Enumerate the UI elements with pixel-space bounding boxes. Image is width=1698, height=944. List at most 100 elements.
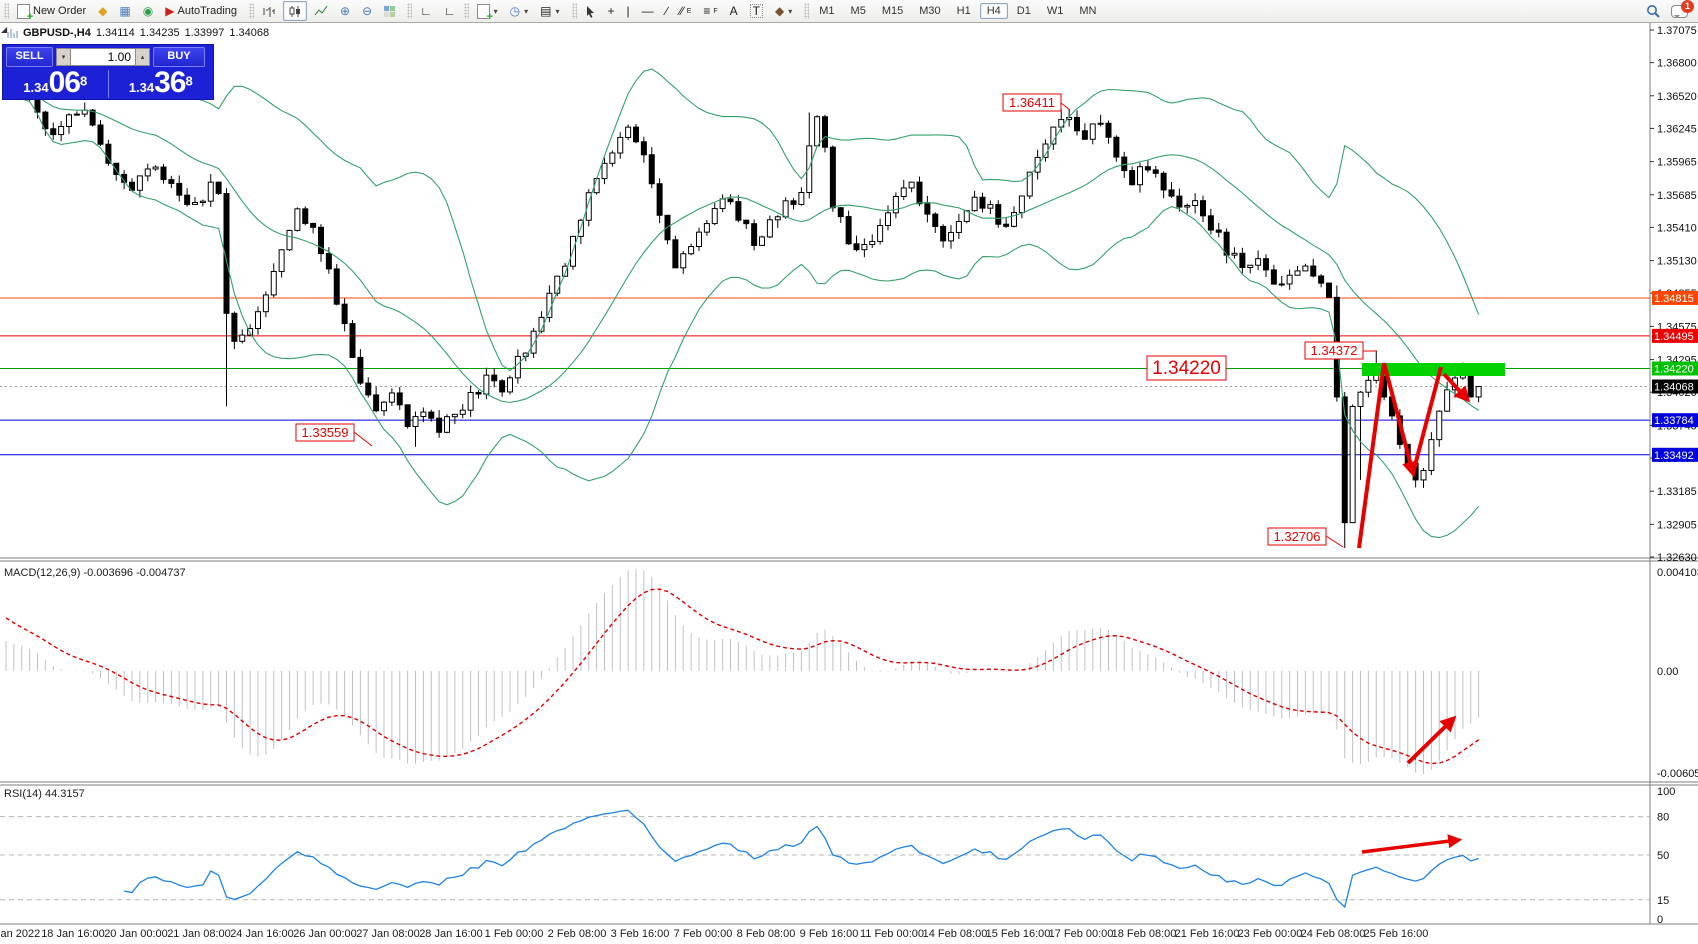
ohlc-open: 1.34114 bbox=[95, 27, 135, 39]
new-order-label: New Order bbox=[33, 5, 87, 17]
bar-chart-type-button[interactable] bbox=[257, 1, 281, 21]
text-tool-button[interactable]: A bbox=[725, 1, 743, 21]
zoom-out-icon: ⊖ bbox=[362, 4, 373, 18]
toolbar-drag-handle[interactable] bbox=[4, 3, 9, 19]
drawn-arrows[interactable] bbox=[1357, 362, 1471, 854]
one-click-trading-widget: SELL ▾ ▴ BUY 1.34068 1.34368 bbox=[2, 44, 214, 100]
svg-text:3 Feb 16:00: 3 Feb 16:00 bbox=[611, 928, 670, 940]
timeframe-toolbar: M1 M5 M15 M30 H1 H4 D1 W1 MN bbox=[800, 0, 1106, 22]
zoom-in-button[interactable]: ⊕ bbox=[335, 1, 355, 21]
bollinger-middle-band[interactable] bbox=[13, 90, 1479, 411]
trendline-tool-button[interactable]: ∕ bbox=[661, 1, 673, 21]
periods-button[interactable]: ◷ ▾ bbox=[505, 1, 534, 21]
search-icon[interactable] bbox=[1646, 4, 1661, 19]
timeframe-button-m30[interactable]: M30 bbox=[919, 5, 941, 17]
market-watch-button[interactable]: ◆ bbox=[93, 1, 112, 21]
panel-separators bbox=[0, 23, 1698, 925]
bollinger-lower-band[interactable] bbox=[13, 97, 1480, 539]
price-badge-1.33784: 1.33784 bbox=[1654, 415, 1694, 427]
svg-text:1.33559: 1.33559 bbox=[302, 425, 349, 440]
text-label-tool-button[interactable]: T bbox=[745, 1, 768, 21]
timeframe-button-d1[interactable]: D1 bbox=[1016, 5, 1031, 17]
ohlc-high: 1.34235 bbox=[139, 27, 180, 39]
svg-text:0.004103: 0.004103 bbox=[1657, 567, 1698, 579]
timeframe-button-m1[interactable]: M1 bbox=[819, 5, 835, 17]
macd-signal-line bbox=[5, 588, 1480, 765]
symbol-name: GBPUSD-,H4 bbox=[23, 27, 91, 39]
vertical-line-tool-button[interactable]: | bbox=[622, 1, 635, 21]
sell-price[interactable]: 1.34068 bbox=[23, 66, 88, 99]
line-chart-type-button[interactable] bbox=[309, 1, 333, 21]
timeframe-button-h1[interactable]: H1 bbox=[956, 5, 971, 17]
rsi-line bbox=[123, 809, 1479, 909]
fibonacci-tool-button[interactable]: ≡ F bbox=[703, 4, 718, 18]
cursor-tool-button[interactable] bbox=[580, 1, 601, 21]
notifications-chat-icon[interactable]: 1 bbox=[1671, 0, 1694, 18]
indicators-button[interactable]: + ▾ bbox=[472, 1, 503, 22]
toolbar-drag-handle[interactable] bbox=[249, 3, 255, 19]
svg-text:0.00: 0.00 bbox=[1657, 666, 1678, 678]
gold-icon: ◆ bbox=[98, 4, 108, 18]
toolbar-drag-handle[interactable] bbox=[407, 3, 413, 19]
crosshair-tool-button[interactable]: + bbox=[603, 1, 620, 21]
timeframe-button-m15[interactable]: M15 bbox=[881, 5, 904, 17]
svg-text:28 Jan 16:00: 28 Jan 16:00 bbox=[419, 928, 483, 940]
svg-text:7 Feb 00:00: 7 Feb 00:00 bbox=[674, 928, 733, 940]
volume-increase-button[interactable]: ▴ bbox=[135, 48, 150, 66]
svg-text:1.32630: 1.32630 bbox=[1657, 552, 1697, 564]
svg-text:1.32706: 1.32706 bbox=[1274, 529, 1321, 544]
bollinger-upper-band[interactable] bbox=[13, 65, 1480, 372]
green-highlight-zone[interactable] bbox=[1362, 363, 1505, 376]
svg-text:1.35965: 1.35965 bbox=[1657, 157, 1697, 169]
auto-arrange-button[interactable]: ∟ bbox=[415, 1, 437, 21]
candlestick-icon bbox=[289, 5, 301, 17]
chart-shift-button[interactable]: ∟ bbox=[439, 1, 461, 21]
svg-text:25 Feb 16:00: 25 Feb 16:00 bbox=[1364, 928, 1429, 940]
arrows-tool-button[interactable]: ◆ ▾ bbox=[770, 1, 797, 21]
toolbar-drag-handle[interactable] bbox=[463, 3, 469, 19]
price-arrow bbox=[1411, 366, 1443, 474]
volume-decrease-button[interactable]: ▾ bbox=[56, 48, 71, 66]
rsi-panel: RSI(14) 44.3157 100 80 50 15 0 bbox=[0, 786, 1675, 926]
notification-badge: 1 bbox=[1681, 0, 1694, 13]
volume-input[interactable] bbox=[71, 48, 135, 66]
timeframe-button-h4[interactable]: H4 bbox=[979, 3, 1008, 19]
toolbar-drag-handle[interactable] bbox=[571, 3, 577, 19]
horizontal-line-tool-button[interactable]: — bbox=[637, 1, 659, 21]
price-arrow bbox=[1382, 362, 1418, 478]
svg-text:100: 100 bbox=[1657, 786, 1675, 798]
new-order-button[interactable]: + New Order bbox=[12, 1, 91, 22]
buy-price[interactable]: 1.34368 bbox=[128, 66, 193, 99]
templates-button[interactable]: ▤ ▾ bbox=[535, 1, 564, 21]
timeframe-button-mn[interactable]: MN bbox=[1079, 5, 1097, 17]
channel-tool-button[interactable]: ∕∕ E bbox=[679, 4, 692, 18]
buy-button[interactable]: BUY bbox=[153, 47, 205, 67]
candles-layer bbox=[3, 79, 1482, 548]
toolbar-drag-handle[interactable] bbox=[804, 3, 810, 19]
zoom-out-button[interactable]: ⊖ bbox=[357, 1, 377, 21]
svg-text:1.36520: 1.36520 bbox=[1657, 91, 1697, 103]
crosshair-icon: + bbox=[607, 4, 615, 18]
signals-button[interactable]: ◉ bbox=[138, 1, 158, 21]
svg-text:15 Feb 16:00: 15 Feb 16:00 bbox=[986, 928, 1051, 940]
timeframe-button-w1[interactable]: W1 bbox=[1046, 5, 1064, 17]
fibonacci-icon: ≡ bbox=[703, 4, 711, 18]
horizontal-line-icon: — bbox=[641, 4, 654, 18]
svg-text:1.35130: 1.35130 bbox=[1657, 256, 1697, 268]
svg-text:50: 50 bbox=[1657, 850, 1669, 862]
one-click-collapse-arrow[interactable]: ◢ bbox=[1, 25, 8, 34]
candlestick-chart-type-button[interactable] bbox=[283, 1, 308, 21]
timeframe-button-m5[interactable]: M5 bbox=[850, 5, 866, 17]
autotrading-button[interactable]: ▶ AutoTrading bbox=[160, 1, 242, 21]
tile-windows-button[interactable] bbox=[379, 1, 400, 21]
svg-text:1.36411: 1.36411 bbox=[1009, 95, 1055, 110]
terminal-button[interactable]: ▦ bbox=[114, 1, 135, 21]
macd-axis: 0.004103 0.00 -0.006056 bbox=[1657, 567, 1698, 780]
dropdown-arrow-icon: ▾ bbox=[493, 6, 498, 16]
callout-box-1.34220[interactable] bbox=[1146, 355, 1227, 381]
svg-text:27 Jan 08:00: 27 Jan 08:00 bbox=[356, 928, 420, 940]
svg-text:23 Feb 00:00: 23 Feb 00:00 bbox=[1238, 928, 1303, 940]
sell-button[interactable]: SELL bbox=[6, 47, 53, 67]
callout-box-1.36411[interactable] bbox=[1002, 93, 1062, 112]
axis-arrange-icon: ∟ bbox=[420, 4, 432, 18]
